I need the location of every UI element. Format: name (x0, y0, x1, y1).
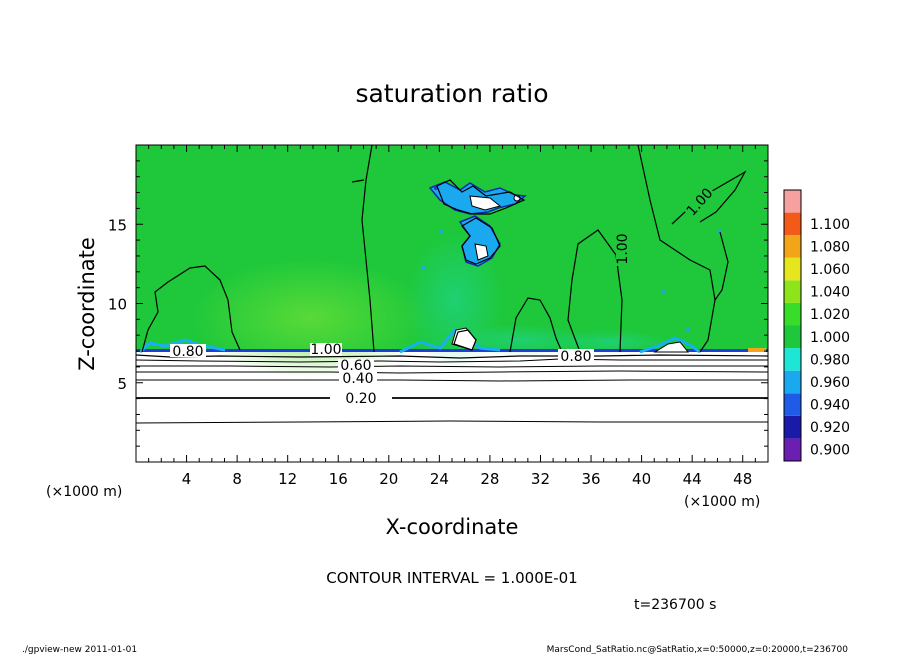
colorbar-swatch (784, 370, 801, 394)
colorbar-label: 0.960 (810, 375, 850, 391)
colorbar-label: 1.080 (810, 239, 850, 255)
x-tick-label: 12 (278, 470, 297, 488)
heatmap-field (136, 145, 768, 462)
colorbar-label: 1.020 (810, 307, 850, 323)
colorbar-frame (783, 189, 802, 462)
colorbar-swatch (784, 235, 801, 258)
contour-label: 1.00 (615, 233, 631, 264)
cloud-layer-edge (399, 328, 501, 354)
x-unit-label: (×1000 m) (46, 484, 122, 500)
x-tick-label: 40 (632, 470, 651, 488)
contour-label: 0.60 (340, 358, 371, 374)
footer-right-text: MarsCond_SatRatio.nc@SatRatio,x=0:50000,… (547, 645, 849, 654)
y-axis-label: Z-coordinate (75, 237, 99, 371)
x-tick-label: 16 (329, 470, 348, 488)
colorbar-swatch (784, 325, 801, 349)
contour-label: 1.00 (310, 342, 341, 358)
field-light-region (550, 330, 670, 354)
colorbar-swatch (784, 415, 801, 439)
x-tick-label: 4 (182, 470, 192, 488)
x-tick-label: 28 (480, 470, 499, 488)
x-axis-label: X-coordinate (386, 515, 519, 539)
colorbar-swatch (784, 280, 801, 303)
time-label: t=236700 s (634, 597, 716, 613)
contour-lines-upper (141, 145, 747, 353)
contour-lines-lower (136, 354, 768, 424)
colorbar-label: 0.980 (810, 352, 850, 368)
colorbar-swatch (784, 257, 801, 281)
y-tick-label: 10 (108, 296, 127, 314)
cloud-layer-edge (136, 349, 768, 352)
colorbar-label: 0.940 (810, 398, 850, 414)
colorbar-label: 0.900 (810, 443, 850, 459)
contour-label-group: 1.00 1.00 1.00 0.80 0.80 0.60 0.40 0.20 (170, 185, 717, 407)
colorbar-swatch (784, 348, 801, 371)
footer-left-text: ./gpview-new 2011-01-01 (22, 645, 137, 654)
x-tick-label: 20 (379, 470, 398, 488)
cloud-patch-ridge (653, 341, 690, 353)
x-tick-label: 48 (733, 470, 752, 488)
x-tick-label: 8 (232, 470, 242, 488)
colorbar-label: 1.040 (810, 285, 850, 301)
colorbar-swatch (784, 190, 801, 213)
chart-title: saturation ratio (355, 79, 548, 108)
y-tick-label: 5 (117, 375, 127, 393)
cloud-layer-edge (639, 336, 701, 354)
colorbar-label: 0.920 (810, 420, 850, 436)
colorbar-label: 1.060 (810, 262, 850, 278)
x-tick-label: 44 (683, 470, 702, 488)
y-axis-ticks: 5 10 15 (108, 160, 768, 447)
cloud-patches-upper (421, 181, 722, 332)
contour-label: 0.80 (172, 344, 203, 360)
colorbar-swatch (784, 393, 801, 416)
colorbar-swatch (784, 212, 801, 236)
contour-label: 0.20 (345, 391, 376, 407)
contour-label: 0.80 (560, 349, 591, 365)
x-axis-ticks: 4 8 12 16 20 24 28 32 36 40 44 48 (148, 145, 756, 488)
colorbar: 0.900 0.920 0.940 0.960 0.980 1.000 1.020 1.040… (783, 189, 850, 462)
colorbar-label: 1.100 (810, 217, 850, 233)
field-light-region (190, 258, 430, 378)
colorbar-swatch (784, 302, 801, 326)
warm-spot (748, 348, 766, 352)
contour-label: 0.40 (342, 371, 373, 387)
x-tick-label: 32 (531, 470, 550, 488)
colorbar-swatch (784, 438, 801, 461)
x-tick-label: 36 (581, 470, 600, 488)
y-tick-label: 15 (108, 216, 127, 234)
x-tick-label: 24 (430, 470, 449, 488)
colorbar-label: 1.000 (810, 330, 850, 346)
contour-interval-text: CONTOUR INTERVAL = 1.000E-01 (326, 569, 577, 587)
z-unit-label: (×1000 m) (684, 494, 760, 510)
